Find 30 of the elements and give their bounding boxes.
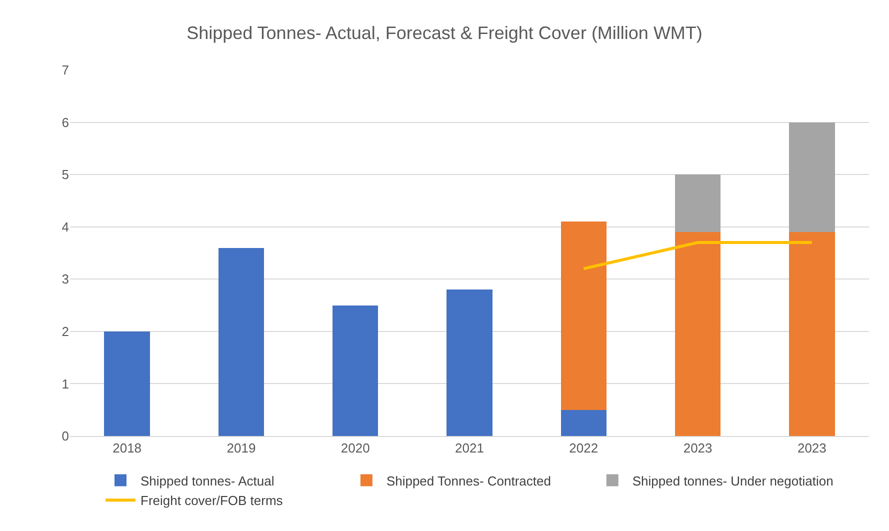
legend-label: Freight cover/FOB terms bbox=[140, 493, 284, 508]
y-tick-label: 0 bbox=[62, 428, 69, 444]
y-tick-label: 1 bbox=[62, 376, 69, 392]
y-tick-label: 3 bbox=[62, 272, 69, 287]
bar bbox=[104, 331, 150, 436]
x-tick-label: 2023 bbox=[797, 440, 826, 456]
x-tick-label: 2023 bbox=[683, 440, 712, 456]
bar bbox=[560, 222, 606, 410]
chart-title: Shipped Tonnes- Actual, Forecast & Freight Cover (Million WMT) bbox=[186, 23, 702, 44]
x-tick-label: 2019 bbox=[226, 440, 256, 456]
bar bbox=[789, 232, 835, 436]
bar bbox=[218, 248, 264, 436]
x-tick-label: 2020 bbox=[340, 440, 370, 456]
legend-label: Shipped Tonnes- Contracted bbox=[386, 473, 551, 488]
bar bbox=[674, 174, 721, 232]
x-tick-label: 2022 bbox=[569, 440, 598, 456]
legend-label: Shipped tonnes- Actual bbox=[140, 473, 274, 488]
bar bbox=[674, 232, 721, 436]
y-tick-label: 7 bbox=[62, 62, 69, 78]
bar bbox=[789, 122, 835, 232]
y-tick-label: 5 bbox=[62, 167, 69, 182]
x-tick-label: 2021 bbox=[455, 440, 484, 456]
x-tick-label: 2018 bbox=[112, 440, 142, 456]
bar bbox=[332, 305, 378, 436]
y-tick-label: 4 bbox=[62, 219, 69, 234]
legend-label: Shipped tonnes- Under negotiation bbox=[632, 473, 834, 488]
y-tick-label: 2 bbox=[62, 324, 69, 339]
y-tick-label: 6 bbox=[62, 114, 69, 130]
bar bbox=[560, 410, 606, 436]
bar bbox=[446, 290, 492, 436]
